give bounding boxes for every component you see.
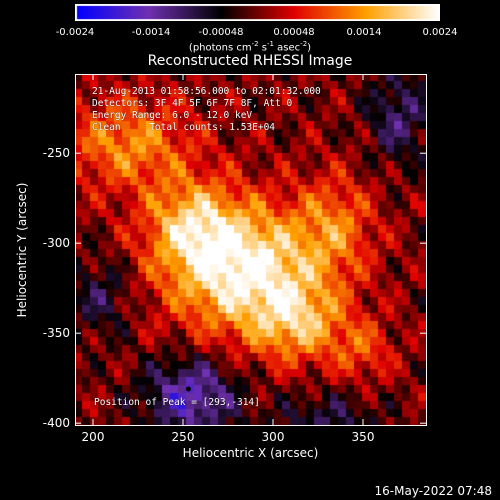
annotation-detectors: Detectors: 3F 4F 5F 6F 7F 8F, Att 0 — [92, 98, 293, 109]
timestamp: 16-May-2022 07:48 — [374, 484, 492, 498]
units-text-2: s — [258, 42, 268, 54]
chart-title: Reconstructed RHESSI Image — [147, 53, 353, 69]
x-tick-label: 200 — [81, 430, 105, 444]
units-sup-3: -2 — [300, 40, 308, 48]
colorbar — [75, 4, 440, 21]
units-text: (photons cm — [188, 42, 252, 54]
units-sup-2: -1 — [267, 40, 274, 48]
x-axis-label: Heliocentric X (arcsec) — [182, 446, 319, 460]
annotation-clean-counts: Clean Total counts: 1.53E+04 — [92, 122, 276, 133]
y-tick-label: -300 — [42, 236, 70, 251]
peak-marker — [185, 386, 191, 392]
y-tick-label: -400 — [42, 416, 70, 431]
colorbar-tick-label: 0.0014 — [346, 27, 382, 38]
colorbar-tick-label: 0.00048 — [273, 27, 315, 38]
x-tick-label: 350 — [351, 430, 375, 444]
x-tick-label: 300 — [261, 430, 285, 444]
plot-frame — [75, 74, 427, 426]
units-sup-1: -2 — [251, 40, 259, 48]
annotation-time-range: 21-Aug-2013 01:58:56.000 to 02:01:32.000 — [92, 86, 321, 97]
units-text-4: ) — [307, 42, 312, 54]
y-tick-label: -350 — [42, 326, 70, 341]
colorbar-tick-label: 0.0024 — [422, 27, 458, 38]
colorbar-tick-label: -0.0024 — [55, 27, 95, 38]
units-text-3: asec — [274, 42, 301, 54]
annotation-energy-range: Energy Range: 6.0 - 12.0 keV — [92, 110, 253, 121]
annotation-peak-position: Position of Peak = [293,-314] — [94, 397, 260, 408]
x-tick-label: 250 — [171, 430, 195, 444]
colorbar-tick-label: -0.0014 — [131, 27, 171, 38]
colorbar-tick-label: -0.00048 — [198, 27, 244, 38]
y-tick-label: -250 — [42, 146, 70, 161]
heatmap-image — [75, 74, 426, 425]
y-axis-label: Heliocentric Y (arcsec) — [15, 182, 29, 318]
tick-marks — [75, 74, 426, 425]
colorbar-gradient — [75, 4, 440, 21]
colorbar-units: (photons cm-2 s-1 asec-2) — [0, 40, 500, 53]
